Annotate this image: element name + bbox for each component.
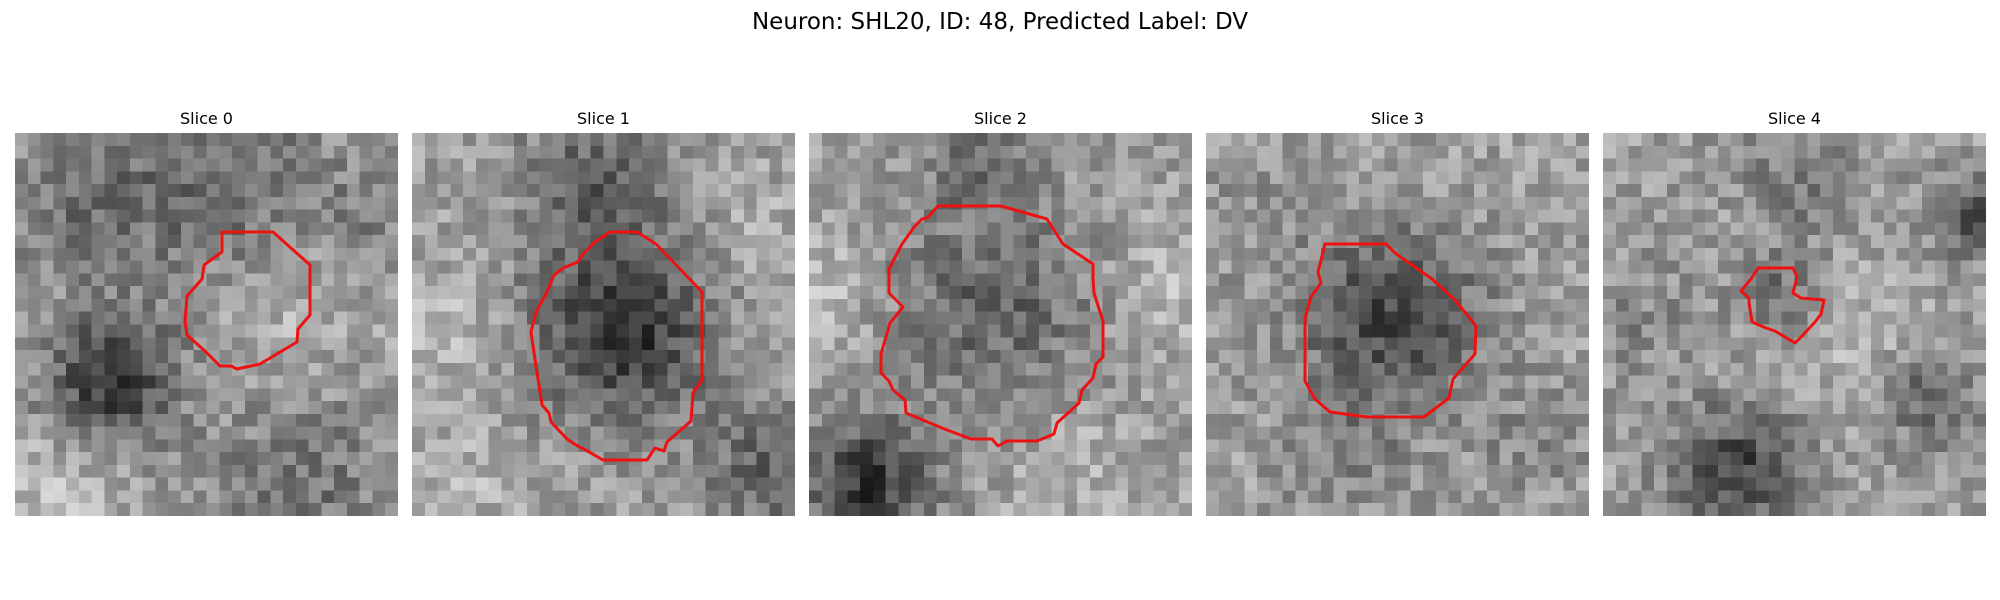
panel-title-slice-4: Slice 4 (1768, 109, 1821, 128)
slice-3-image (1206, 133, 1589, 516)
panel-title-slice-2: Slice 2 (974, 109, 1027, 128)
slice-3-contour (1303, 242, 1478, 419)
panel-title-slice-0: Slice 0 (180, 109, 233, 128)
slice-4-contour (1739, 266, 1826, 345)
slice-2-image (809, 133, 1192, 516)
panel-title-slice-3: Slice 3 (1371, 109, 1424, 128)
slice-1-contour (529, 230, 704, 462)
slice-2-contour (879, 204, 1105, 448)
panel-title-slice-1: Slice 1 (577, 109, 630, 128)
slice-0-contour (183, 230, 312, 371)
slice-1-image (412, 133, 795, 516)
slice-0-image (15, 133, 398, 516)
figure-title: Neuron: SHL20, ID: 48, Predicted Label: … (751, 9, 1249, 35)
slice-4-image (1603, 133, 1986, 516)
